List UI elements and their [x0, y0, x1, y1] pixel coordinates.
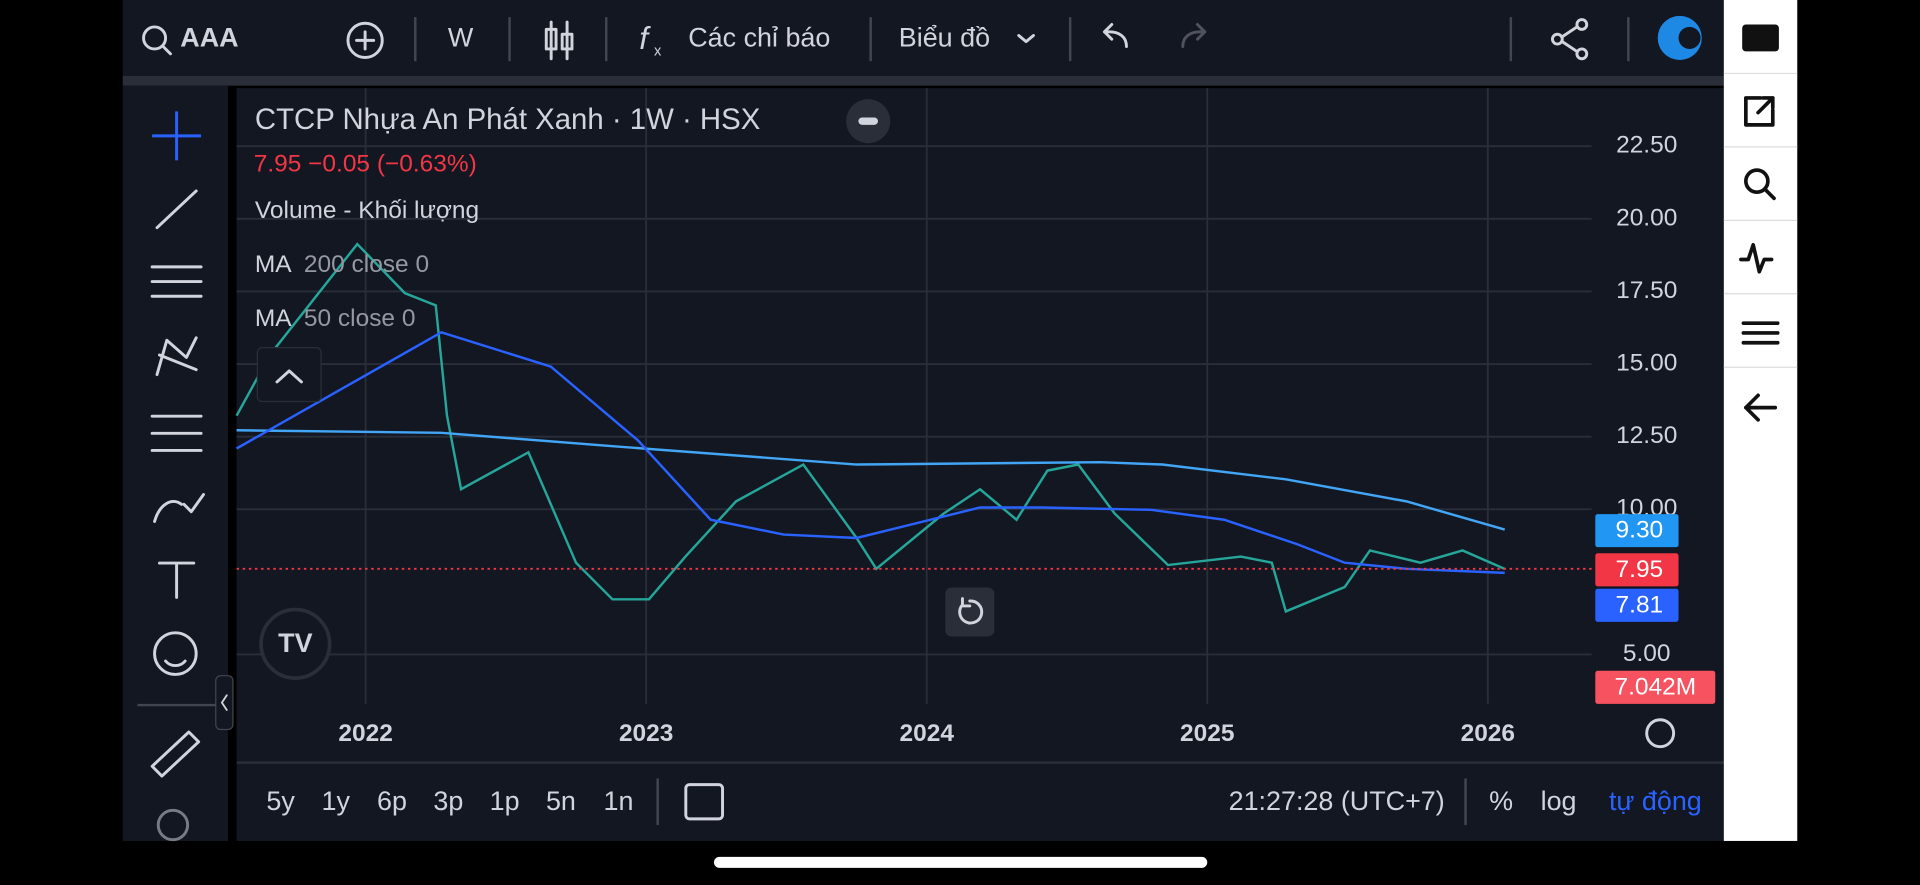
- range-button[interactable]: 6p: [377, 786, 407, 816]
- percent-toggle[interactable]: %: [1489, 786, 1513, 816]
- price-tag: [1595, 670, 1716, 704]
- left-toolbar: [122, 85, 229, 841]
- panel-toggle: [220, 694, 228, 711]
- price-tag-label: 7.95: [1616, 556, 1664, 583]
- chart-menu[interactable]: Biểu đồ: [899, 22, 990, 52]
- list-icon[interactable]: [1741, 321, 1780, 345]
- legend-toggle[interactable]: [256, 347, 322, 403]
- range-button[interactable]: 5n: [546, 786, 576, 816]
- redo[interactable]: [1181, 23, 1207, 48]
- collapse-button: [858, 117, 878, 125]
- text-tool[interactable]: [157, 561, 196, 599]
- symbol[interactable]: AAA: [180, 22, 238, 52]
- brush-tool[interactable]: [153, 493, 205, 523]
- search-icon[interactable]: [142, 25, 168, 51]
- price-tag: [1595, 553, 1679, 587]
- ma50-legend: MA: [255, 305, 292, 332]
- add-symbol: [355, 30, 376, 51]
- price-tag-label: 7.042M: [1614, 673, 1696, 700]
- emoji-tool: [164, 659, 187, 668]
- indicator-icon[interactable]: [1739, 242, 1774, 274]
- y-tick-label: 22.50: [1616, 132, 1677, 159]
- price-tag-label: 7.81: [1616, 591, 1664, 618]
- range-button[interactable]: 1n: [604, 786, 634, 816]
- x-tick-label: 2022: [338, 720, 392, 747]
- pattern-tool[interactable]: [155, 336, 198, 377]
- y-tick-label: 12.50: [1616, 422, 1677, 449]
- fx-icon: x: [654, 43, 662, 59]
- series-line: [236, 429, 1506, 531]
- dropdown: [1017, 34, 1035, 44]
- undo[interactable]: [1102, 23, 1128, 48]
- range-button[interactable]: 3p: [433, 786, 463, 816]
- range-button[interactable]: 5y: [266, 786, 295, 816]
- share: [1560, 25, 1579, 53]
- series-line: [235, 331, 1505, 575]
- log-toggle[interactable]: log: [1541, 786, 1577, 816]
- y-tick-label: 5.00: [1623, 640, 1671, 667]
- range-buttons: 5y 1y 6p 3p 1p 5n 1n: [266, 786, 633, 816]
- settings-icon[interactable]: [1645, 718, 1676, 749]
- top-toolbar: [122, 0, 1724, 76]
- search-icon: [161, 45, 172, 56]
- x-tick-label: 2023: [619, 720, 673, 747]
- auto-toggle[interactable]: tự động: [1609, 786, 1702, 816]
- quote: 7.95 −0.05 (−0.63%): [254, 151, 477, 178]
- price-tags: 9.30 7.95 7.81 7.042M: [1595, 514, 1716, 704]
- price-tag-label: 9.30: [1616, 517, 1664, 544]
- open-icon[interactable]: [1744, 96, 1775, 127]
- x-tick-label: 2024: [900, 720, 955, 747]
- chart-type[interactable]: [544, 20, 574, 61]
- separator: [236, 761, 1724, 764]
- volume-legend: Volume - Khối lượng: [255, 197, 479, 224]
- ma200-params: 200 close 0: [304, 251, 429, 278]
- logo: [1678, 26, 1701, 49]
- add-symbol[interactable]: [346, 21, 384, 60]
- share[interactable]: [1575, 18, 1589, 31]
- x-tick-label: 2026: [1461, 720, 1515, 747]
- legend-toggle: [275, 369, 303, 384]
- price-tag: [1595, 514, 1679, 548]
- y-tick-label: 15.00: [1616, 350, 1677, 377]
- separator: [122, 75, 1724, 86]
- share: [1575, 47, 1589, 61]
- x-tick-label: 2025: [1180, 720, 1234, 747]
- price-tag: [1595, 588, 1679, 622]
- reset-button[interactable]: [945, 587, 995, 637]
- y-tick-label: 20.00: [1616, 204, 1677, 231]
- ruler-tool[interactable]: [150, 730, 201, 778]
- emoji-tool[interactable]: [153, 631, 198, 676]
- date-range-icon[interactable]: [684, 783, 725, 821]
- reset-button: [958, 597, 984, 625]
- series-line: [235, 242, 1506, 614]
- ma50-params: 50 close 0: [304, 305, 416, 332]
- projection-tool[interactable]: [150, 414, 203, 452]
- clock: 21:27:28 (UTC+7): [1229, 786, 1445, 816]
- search-icon[interactable]: [1744, 168, 1770, 195]
- folder-icon[interactable]: [1742, 24, 1779, 52]
- crosshair-tool[interactable]: [152, 111, 202, 161]
- search-icon: [1763, 187, 1776, 201]
- chart-title: CTCP Nhựa An Phát Xanh · 1W · HSX: [255, 103, 760, 136]
- right-sidebar: [1723, 0, 1798, 841]
- range-button[interactable]: 1y: [322, 786, 351, 816]
- indicators[interactable]: Các chỉ báo: [688, 22, 830, 52]
- interval[interactable]: W: [448, 22, 474, 52]
- fib-tool[interactable]: [150, 265, 203, 298]
- trend-line-tool[interactable]: [155, 189, 198, 230]
- panel-toggle[interactable]: [215, 675, 234, 731]
- range-button[interactable]: 1p: [490, 786, 520, 816]
- y-tick-label: 17.50: [1616, 277, 1677, 304]
- tv-logo[interactable]: [259, 607, 332, 680]
- tv-logo: TV: [278, 628, 312, 658]
- zoom-tool[interactable]: [156, 808, 190, 842]
- back-icon[interactable]: [1744, 393, 1778, 422]
- ma200-legend: MA: [255, 251, 292, 278]
- share: [1550, 32, 1564, 46]
- home-indicator: [713, 856, 1208, 868]
